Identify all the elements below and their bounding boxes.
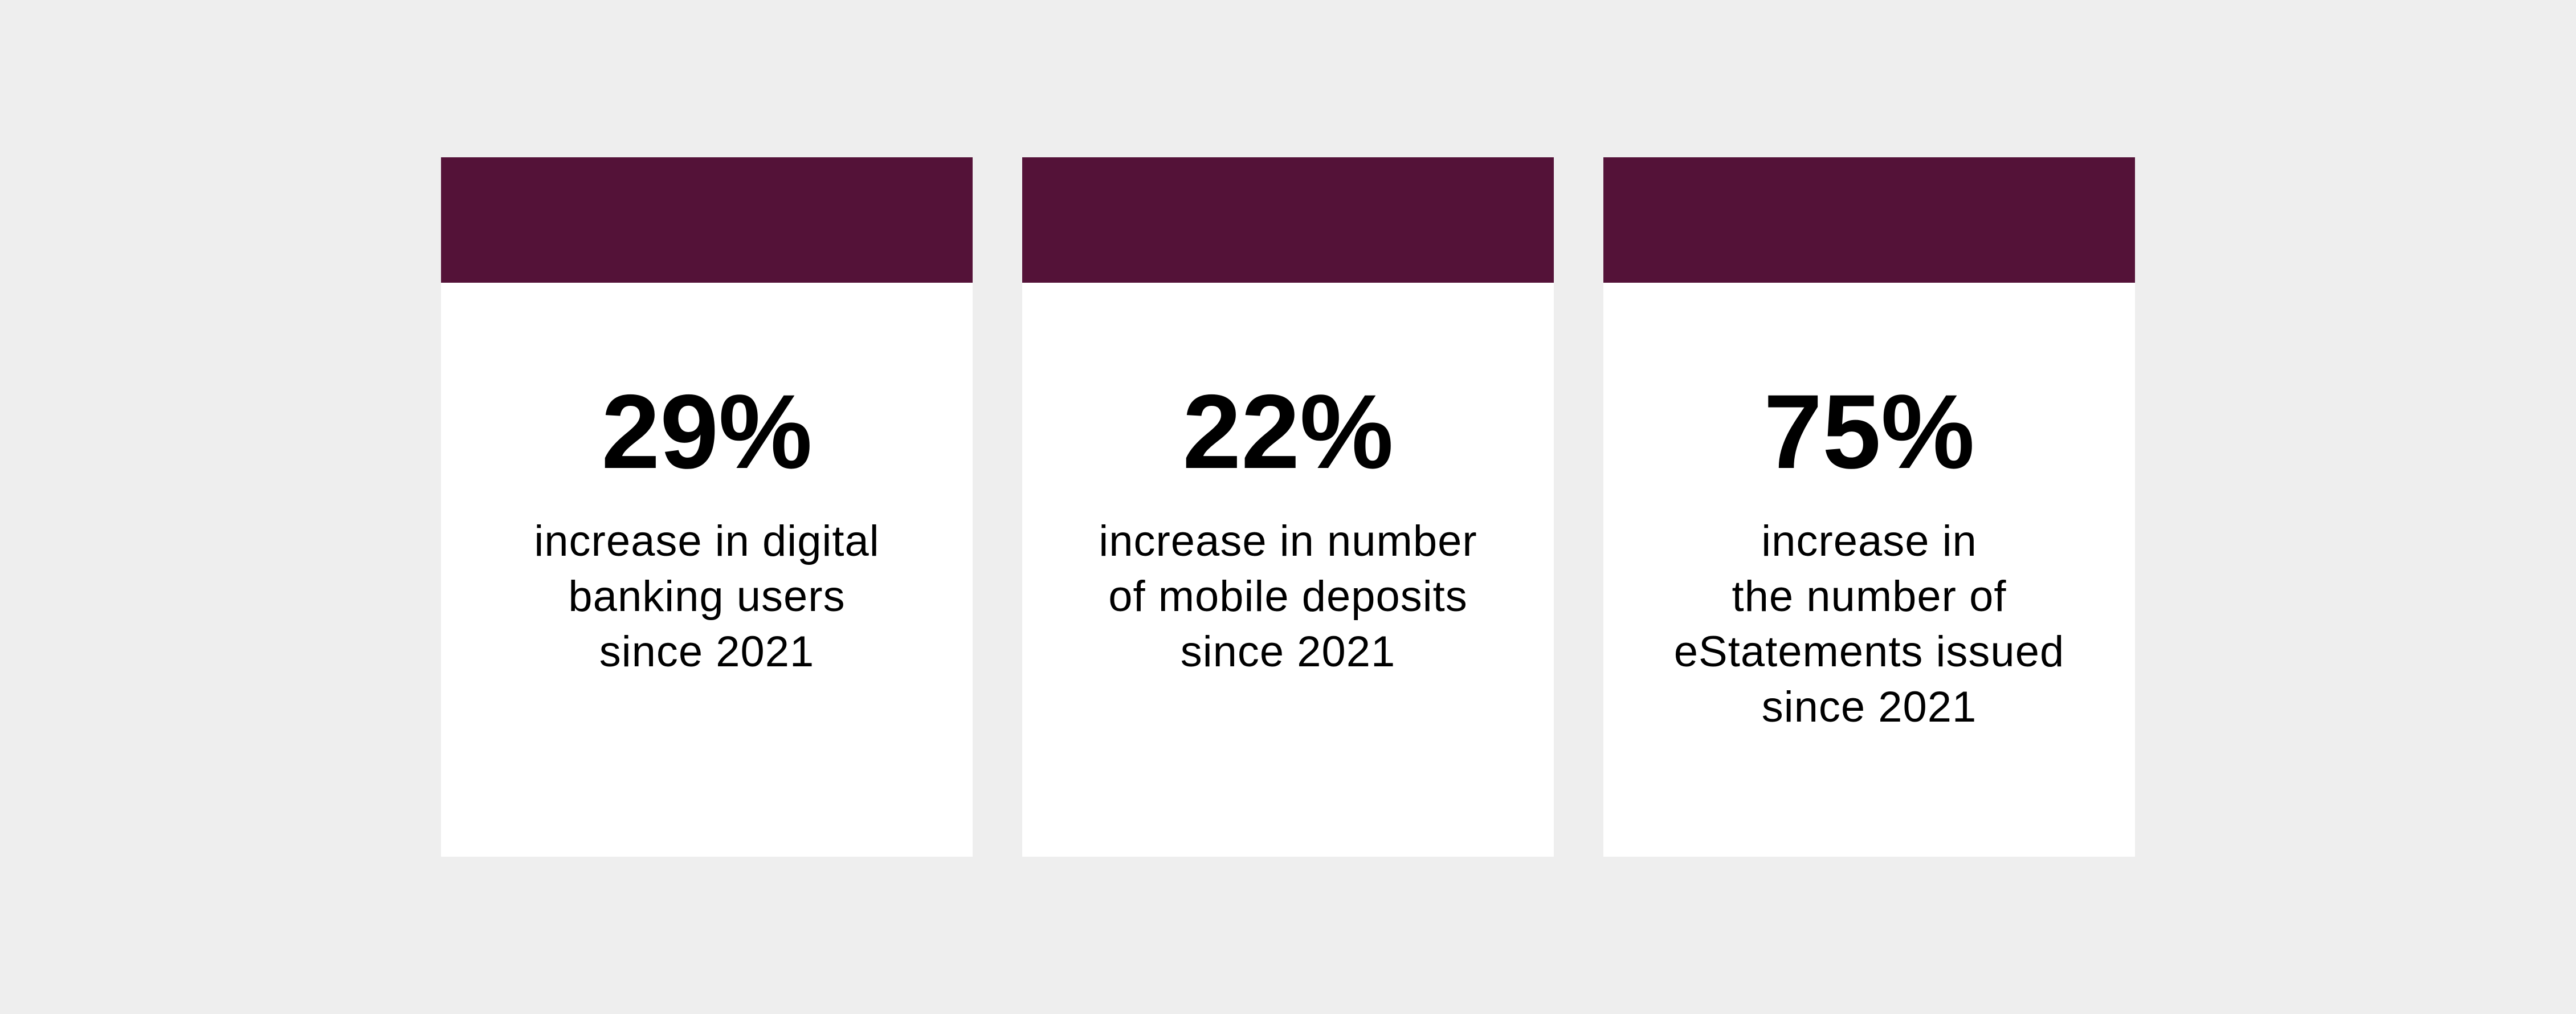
stat-description-line: increase in number (1099, 517, 1477, 565)
stat-cards-row: 29% increase in digital banking users si… (441, 157, 2135, 857)
card-header-band (441, 157, 973, 283)
stat-description-line: since 2021 (599, 628, 815, 676)
stat-description-line: since 2021 (1761, 683, 1977, 731)
stat-description-line: increase in digital (534, 517, 880, 565)
stat-card-estatements-issued: 75% increase in the number of eStatement… (1603, 157, 2135, 857)
stat-value: 29% (601, 373, 813, 491)
stat-description-line: eStatements issued (1673, 628, 2065, 676)
stat-description-line: of mobile deposits (1108, 572, 1468, 621)
stat-description-line: banking users (568, 572, 846, 621)
card-header-band (1022, 157, 1554, 283)
stat-description: increase in number of mobile deposits si… (1022, 514, 1554, 679)
stat-description: increase in digital banking users since … (441, 514, 973, 679)
stat-value: 22% (1182, 373, 1394, 491)
stat-card-digital-banking-users: 29% increase in digital banking users si… (441, 157, 973, 857)
stat-description-line: the number of (1732, 572, 2007, 621)
stat-description-line: increase in (1761, 517, 1977, 565)
stat-description-line: since 2021 (1180, 628, 1396, 676)
stat-card-mobile-deposits: 22% increase in number of mobile deposit… (1022, 157, 1554, 857)
stat-value: 75% (1763, 373, 1975, 491)
stat-description: increase in the number of eStatements is… (1603, 514, 2135, 735)
card-header-band (1603, 157, 2135, 283)
